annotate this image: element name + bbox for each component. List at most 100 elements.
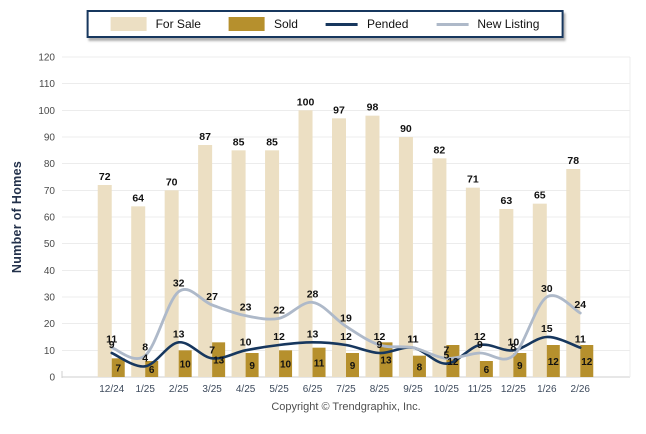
- sold-value-label: 12: [447, 357, 459, 368]
- new-listing-value-label: 22: [273, 304, 285, 316]
- sold-bar[interactable]: [212, 342, 226, 377]
- x-tick-label: 2/25: [169, 384, 189, 395]
- legend-item-for-sale[interactable]: For Sale: [110, 17, 201, 31]
- y-tick-label: 60: [44, 213, 56, 224]
- for-sale-bar[interactable]: [265, 150, 280, 377]
- sold-value-label: 11: [314, 358, 325, 369]
- legend-item-new-listing[interactable]: New Listing: [436, 17, 539, 31]
- for-sale-value-label: 97: [333, 104, 345, 116]
- y-tick-label: 50: [44, 239, 56, 250]
- new-listing-value-label: 12: [374, 331, 386, 343]
- sold-value-label: 7: [115, 364, 121, 375]
- for-sale-bar[interactable]: [365, 115, 380, 378]
- sold-value-label: 10: [180, 360, 192, 371]
- for-sale-value-label: 78: [567, 155, 579, 167]
- for-sale-bar[interactable]: [432, 158, 447, 377]
- new-listing-value-label: 11: [106, 334, 117, 346]
- for-sale-value-label: 87: [199, 131, 211, 143]
- sold-value-label: 9: [517, 361, 523, 372]
- y-tick-label: 120: [38, 53, 55, 64]
- legend-label: Pended: [366, 17, 409, 31]
- sold-bar[interactable]: [412, 355, 426, 377]
- new-listing-value-label: 28: [307, 288, 319, 300]
- x-tick-label: 12/24: [99, 384, 124, 395]
- x-tick-label: 11/25: [468, 384, 493, 395]
- y-tick-label: 10: [44, 346, 56, 357]
- legend-label: New Listing: [477, 17, 540, 31]
- for-sale-value-label: 64: [132, 192, 144, 204]
- pended-value-label: 12: [474, 331, 486, 343]
- pended-value-label: 12: [273, 331, 285, 343]
- for-sale-bar[interactable]: [465, 187, 480, 377]
- for-sale-bar[interactable]: [131, 206, 146, 377]
- for-sale-bar[interactable]: [198, 145, 213, 377]
- sold-bar[interactable]: [513, 353, 527, 377]
- sold-swatch: [228, 17, 265, 31]
- for-sale-bar[interactable]: [566, 169, 581, 377]
- sold-value-label: 13: [213, 356, 225, 367]
- for-sale-value-label: 85: [233, 136, 245, 148]
- new-listing-value-label: 19: [340, 312, 352, 324]
- pended-value-label: 7: [209, 344, 215, 356]
- new-listing-value-label: 8: [142, 342, 148, 354]
- new-listing-line: [110, 288, 582, 361]
- for-sale-bar[interactable]: [298, 110, 313, 377]
- y-tick-label: 0: [49, 373, 55, 384]
- for-sale-bar[interactable]: [332, 118, 346, 377]
- x-tick-label: 2/26: [571, 384, 591, 395]
- y-tick-label: 30: [44, 293, 56, 304]
- x-tick-label: 4/25: [236, 384, 256, 395]
- sold-bar[interactable]: [178, 350, 192, 377]
- sold-value-label: 10: [280, 360, 292, 371]
- sold-bar[interactable]: [111, 358, 125, 377]
- y-tick-label: 80: [44, 159, 56, 170]
- x-tick-label: 1/25: [135, 384, 155, 395]
- for-sale-bar[interactable]: [532, 203, 547, 377]
- sold-bar[interactable]: [479, 361, 493, 377]
- for-sale-bar[interactable]: [398, 137, 413, 377]
- pended-value-label: 4: [142, 352, 148, 364]
- sold-value-label: 9: [350, 361, 356, 372]
- copyright-text: Copyright © Trendgraphix, Inc.: [271, 401, 421, 413]
- y-tick-label: 110: [39, 79, 55, 90]
- pended-value-label: 9: [109, 339, 115, 351]
- y-tick-label: 40: [44, 266, 56, 277]
- new-listing-value-label: 7: [443, 344, 449, 356]
- for-sale-value-label: 85: [266, 136, 278, 148]
- sold-bar[interactable]: [279, 350, 293, 377]
- for-sale-value-label: 63: [500, 195, 512, 207]
- for-sale-value-label: 90: [400, 123, 412, 135]
- new-listing-value-label: 30: [541, 283, 553, 295]
- x-tick-label: 12/25: [501, 384, 526, 395]
- new-listing-value-label: 11: [407, 334, 418, 346]
- legend-label: Sold: [273, 17, 298, 31]
- chart-legend: For Sale Sold Pended New Listing: [86, 10, 564, 38]
- sold-bar[interactable]: [245, 353, 259, 377]
- for-sale-bar[interactable]: [231, 150, 246, 377]
- sold-bar[interactable]: [312, 347, 326, 377]
- x-tick-label: 1/26: [537, 384, 557, 395]
- y-tick-label: 90: [44, 133, 56, 144]
- for-sale-bar[interactable]: [499, 209, 514, 377]
- for-sale-bar[interactable]: [164, 190, 179, 377]
- pended-value-label: 5: [443, 350, 449, 362]
- sold-value-label: 13: [380, 356, 392, 367]
- sold-bar[interactable]: [546, 345, 560, 377]
- legend-item-pended[interactable]: Pended: [325, 17, 409, 31]
- pended-value-label: 12: [340, 331, 352, 343]
- for-sale-value-label: 72: [99, 171, 111, 183]
- for-sale-value-label: 70: [166, 176, 178, 188]
- for-sale-value-label: 98: [367, 102, 379, 114]
- pended-value-label: 10: [507, 336, 519, 348]
- x-tick-label: 3/25: [202, 384, 222, 395]
- sold-bar[interactable]: [346, 353, 359, 377]
- x-tick-label: 8/25: [370, 384, 390, 395]
- sold-value-label: 12: [548, 357, 560, 368]
- new-listing-value-label: 8: [510, 342, 516, 354]
- legend-item-sold[interactable]: Sold: [228, 17, 298, 31]
- pended-line: [110, 335, 582, 368]
- for-sale-bar[interactable]: [97, 185, 112, 377]
- new-listing-value-label: 32: [173, 278, 185, 290]
- sold-bar[interactable]: [580, 345, 594, 377]
